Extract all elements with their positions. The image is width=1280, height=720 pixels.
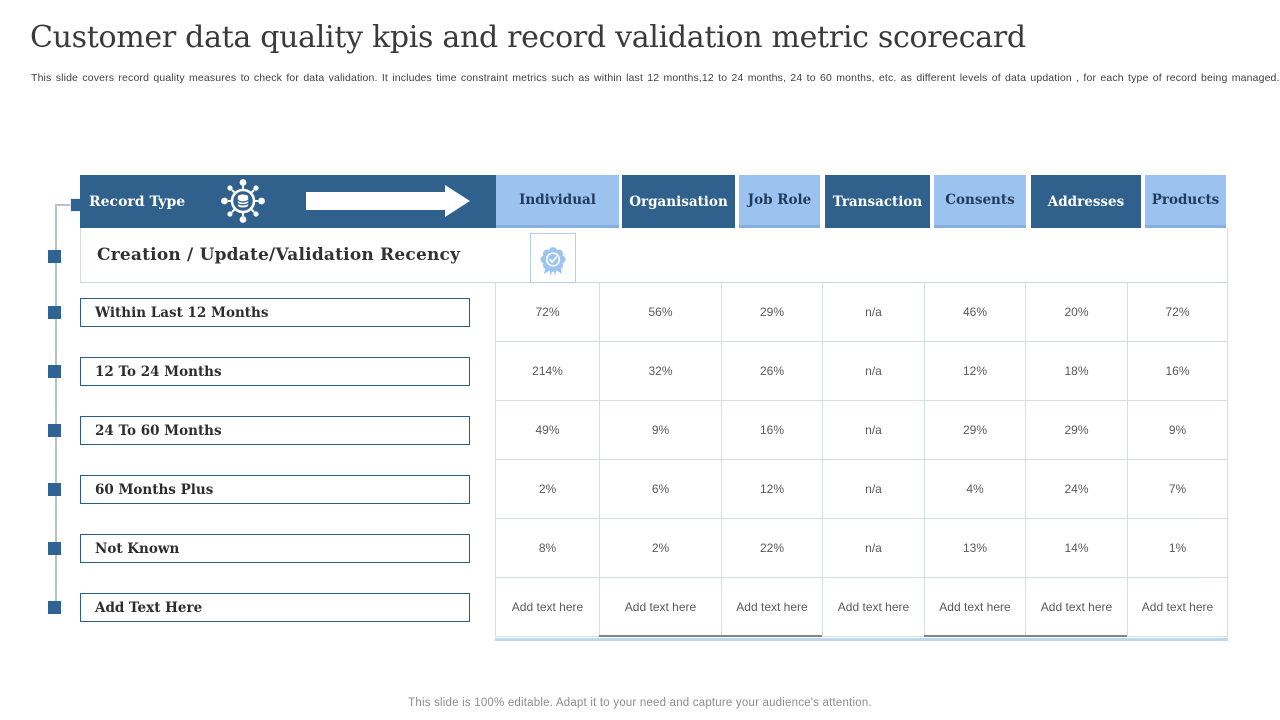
record-type-header: Record Type xyxy=(80,175,496,228)
data-cell: 18% xyxy=(1025,342,1127,401)
data-cell: 29% xyxy=(1025,401,1127,460)
data-cell: 24% xyxy=(1025,460,1127,519)
placeholder-cell[interactable]: Add text here xyxy=(1127,578,1228,637)
row-label-60-months-plus: 60 Months Plus xyxy=(80,475,470,504)
data-cell: 32% xyxy=(599,342,721,401)
row-label-add-text-here[interactable]: Add Text Here xyxy=(80,593,470,622)
data-cell: 9% xyxy=(1127,401,1228,460)
column-header-consents: Consents xyxy=(934,175,1026,228)
row-label-12-to-24-months: 12 To 24 Months xyxy=(80,357,470,386)
table-row: 49% 9% 16% n/a 29% 29% 9% xyxy=(495,401,1228,460)
data-cell: n/a xyxy=(822,342,924,401)
data-cell: 46% xyxy=(924,283,1025,342)
column-header-addresses: Addresses xyxy=(1031,175,1141,228)
placeholder-cell[interactable]: Add text here xyxy=(495,578,599,637)
data-cell: 12% xyxy=(924,342,1025,401)
data-cell: 2% xyxy=(495,460,599,519)
square-bullet xyxy=(48,542,61,555)
data-cell: 16% xyxy=(1127,342,1228,401)
section-header-title: Creation / Update/Validation Recency xyxy=(97,245,461,265)
data-cell: 7% xyxy=(1127,460,1228,519)
square-bullet xyxy=(48,306,61,319)
bottom-accent-gray xyxy=(924,635,1127,637)
section-header-row: Creation / Update/Validation Recency xyxy=(80,228,1228,283)
data-cell: 72% xyxy=(1127,283,1228,342)
data-cell: 20% xyxy=(1025,283,1127,342)
table-row: 8% 2% 22% n/a 13% 14% 1% xyxy=(495,519,1228,578)
data-cell: 214% xyxy=(495,342,599,401)
column-header-organisation: Organisation xyxy=(622,175,735,228)
data-cell: 56% xyxy=(599,283,721,342)
bottom-accent-gray xyxy=(599,635,822,637)
placeholder-cell[interactable]: Add text here xyxy=(822,578,924,637)
table-row: 2% 6% 12% n/a 4% 24% 7% xyxy=(495,460,1228,519)
square-bullet xyxy=(48,424,61,437)
record-type-label: Record Type xyxy=(89,193,186,210)
placeholder-cell[interactable]: Add text here xyxy=(721,578,822,637)
square-bullet xyxy=(48,483,61,496)
data-cell: n/a xyxy=(822,283,924,342)
data-cell: n/a xyxy=(822,519,924,578)
data-cell: n/a xyxy=(822,460,924,519)
scorecard-table: Record Type xyxy=(80,175,1228,645)
database-network-icon xyxy=(221,179,265,223)
data-cell: 2% xyxy=(599,519,721,578)
data-cell: 16% xyxy=(721,401,822,460)
data-cell: 22% xyxy=(721,519,822,578)
arrow-right-shape xyxy=(306,185,470,217)
data-cell: 1% xyxy=(1127,519,1228,578)
column-header-individual: Individual xyxy=(496,175,619,228)
data-cell: 29% xyxy=(721,283,822,342)
connector-line-horizontal xyxy=(55,204,80,206)
data-cell: n/a xyxy=(822,401,924,460)
square-bullet xyxy=(48,601,61,614)
data-cell: 12% xyxy=(721,460,822,519)
row-label-not-known: Not Known xyxy=(80,534,470,563)
placeholder-cell[interactable]: Add text here xyxy=(924,578,1025,637)
row-label-24-to-60-months: 24 To 60 Months xyxy=(80,416,470,445)
column-header-transaction: Transaction xyxy=(825,175,930,228)
data-cell: 29% xyxy=(924,401,1025,460)
data-cell: 13% xyxy=(924,519,1025,578)
data-cell: 6% xyxy=(599,460,721,519)
square-bullet xyxy=(48,250,61,263)
column-header-job-role: Job Role xyxy=(739,175,820,228)
bottom-accent-blue xyxy=(495,638,1228,641)
slide-footer-note: This slide is 100% editable. Adapt it to… xyxy=(408,697,872,709)
award-badge-icon xyxy=(540,247,566,276)
table-row: 214% 32% 26% n/a 12% 18% 16% xyxy=(495,342,1228,401)
data-cell: 26% xyxy=(721,342,822,401)
square-bullet xyxy=(48,365,61,378)
row-label-within-last-12-months: Within Last 12 Months xyxy=(80,298,470,327)
page-title: Customer data quality kpis and record va… xyxy=(30,20,1026,55)
data-cell: 72% xyxy=(495,283,599,342)
connector-line-vertical xyxy=(55,205,57,608)
data-cell: 4% xyxy=(924,460,1025,519)
data-cell: 14% xyxy=(1025,519,1127,578)
table-row: 72% 56% 29% n/a 46% 20% 72% xyxy=(495,283,1228,342)
data-cell: 9% xyxy=(599,401,721,460)
data-cell: 8% xyxy=(495,519,599,578)
page-subtitle: This slide covers record quality measure… xyxy=(31,72,1280,84)
placeholder-cell[interactable]: Add text here xyxy=(599,578,721,637)
table-row: Add text here Add text here Add text her… xyxy=(495,578,1228,637)
badge-box xyxy=(530,233,576,283)
column-header-products: Products xyxy=(1145,175,1226,228)
data-cell: 49% xyxy=(495,401,599,460)
placeholder-cell[interactable]: Add text here xyxy=(1025,578,1127,637)
